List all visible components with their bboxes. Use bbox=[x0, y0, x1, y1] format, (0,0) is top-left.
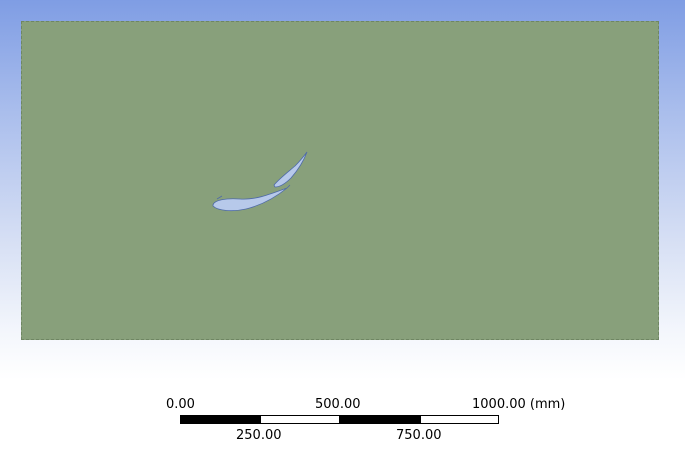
main-airfoil[interactable] bbox=[212, 187, 288, 212]
scale-label-500: 500.00 bbox=[315, 397, 361, 412]
scale-segment-3 bbox=[340, 415, 420, 424]
scale-segment-4 bbox=[420, 415, 499, 424]
fluid-domain-body[interactable] bbox=[21, 21, 659, 340]
scale-label-0: 0.00 bbox=[166, 397, 195, 412]
airfoil-edge-line bbox=[216, 184, 291, 200]
scale-label-1000-unit: 1000.00 (mm) bbox=[472, 397, 566, 412]
scale-label-750: 750.00 bbox=[396, 428, 442, 443]
scale-label-250: 250.00 bbox=[236, 428, 282, 443]
scale-segment-2 bbox=[260, 415, 340, 424]
flap-airfoil[interactable] bbox=[273, 151, 308, 188]
scale-segment-1 bbox=[180, 415, 260, 424]
